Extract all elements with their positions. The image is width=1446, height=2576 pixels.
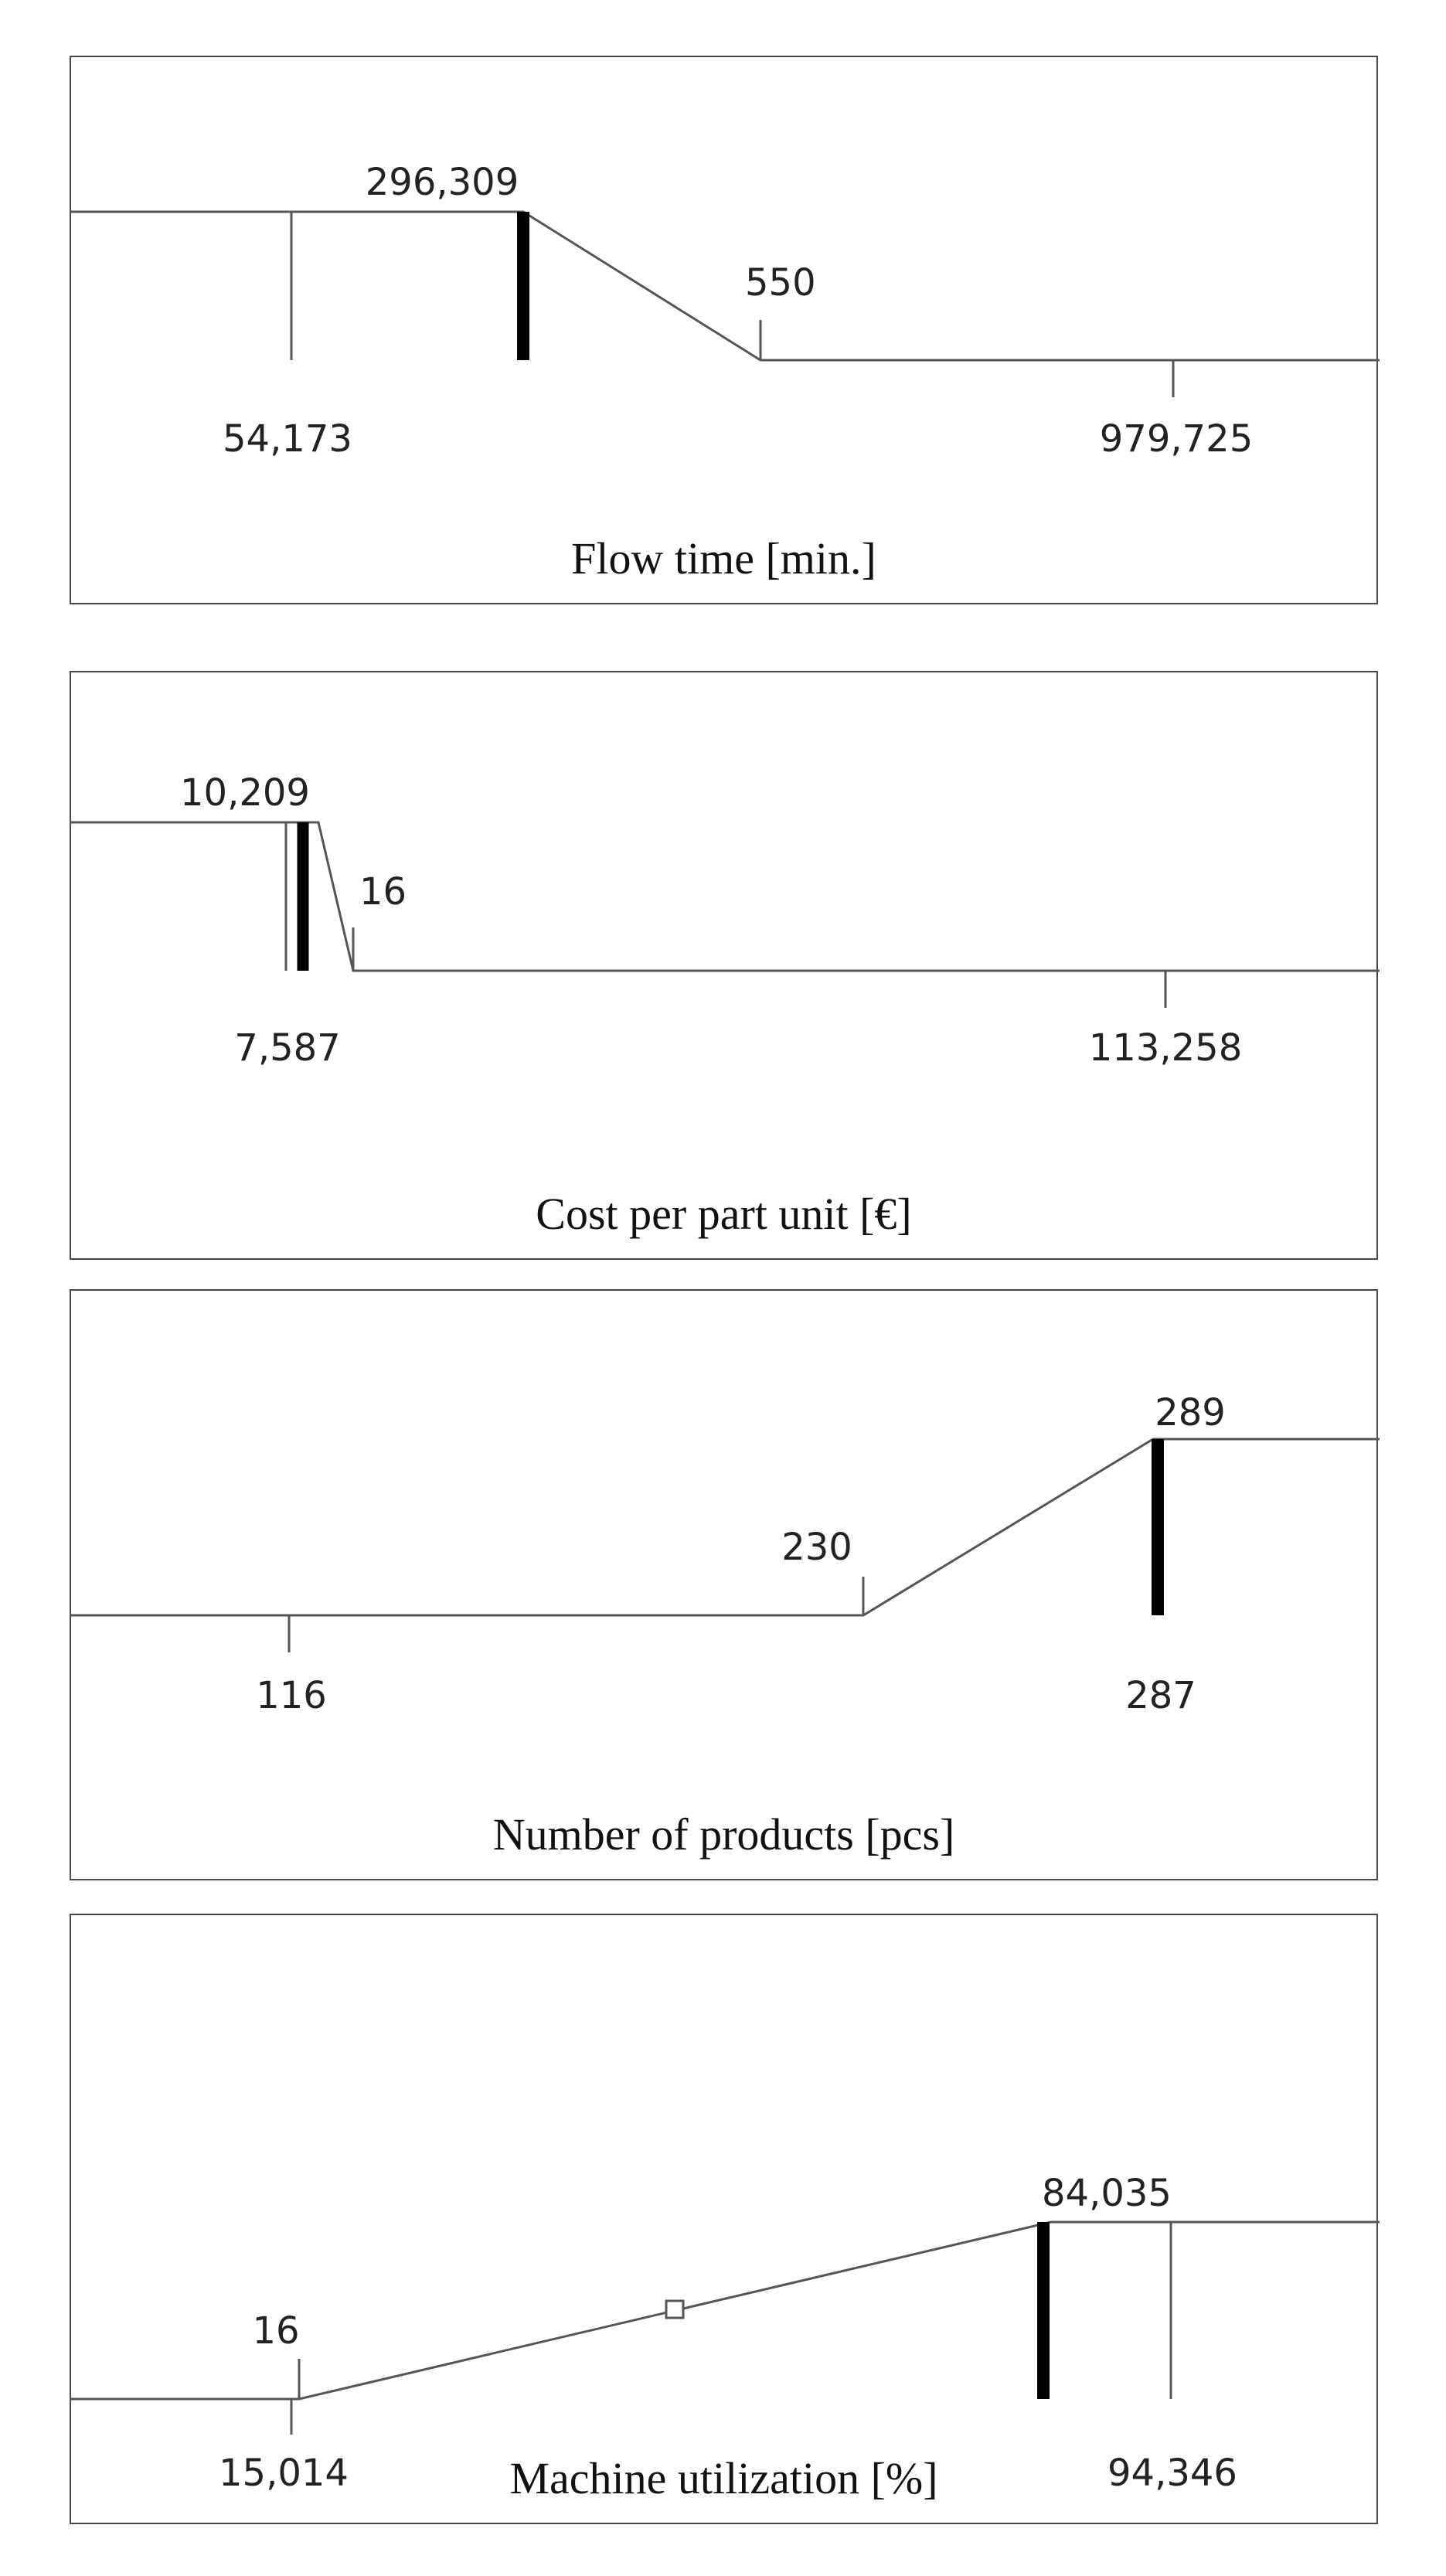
cost-plot: 10,209 16 7,587 113,258 [71,771,1380,1070]
cost-min-label: 7,587 [234,1026,340,1070]
utilization-min-label: 15,014 [219,2452,349,2495]
utilization-threshold-label: 16 [252,2309,299,2353]
utilization-max-label: 94,346 [1107,2452,1237,2495]
cost-current-label: 10,209 [180,771,310,815]
flow-time-title: Flow time [min.] [571,533,876,584]
utilization-plot: 84,035 16 15,014 94,346 [71,2172,1380,2495]
cost-threshold-label: 16 [359,870,407,914]
cost-title: Cost per part unit [€] [536,1189,912,1239]
flow-time-current-label: 296,309 [366,161,519,204]
cost-max-label: 113,258 [1089,1026,1243,1070]
utilization-midpoint-marker [665,2299,685,2319]
flow-time-profile-line [71,210,1380,362]
cost-panel: 10,209 16 7,587 113,258 Cost per part un… [70,671,1380,1260]
products-min-label: 116 [256,1674,327,1717]
products-upper-label: 289 [1155,1391,1226,1434]
utilization-panel: 84,035 16 15,014 94,346 Machine utilizat… [70,1914,1380,2524]
flow-time-plot: 296,309 550 54,173 979,725 [71,161,1380,461]
flow-time-threshold-label: 550 [745,261,816,305]
cost-profile-line [71,821,1380,972]
products-panel: 289 230 116 287 Number of products [pcs] [70,1289,1380,1880]
flow-time-max-label: 979,725 [1100,417,1254,461]
flow-time-panel: 296,309 550 54,173 979,725 Flow time [mi… [70,56,1380,604]
products-plot: 289 230 116 287 [71,1391,1380,1717]
products-current-label: 287 [1125,1674,1196,1717]
flow-time-min-label: 54,173 [223,417,352,461]
utilization-current-label: 84,035 [1042,2172,1172,2215]
utilization-title: Machine utilization [%] [509,2453,938,2503]
products-title: Number of products [pcs] [492,1809,955,1860]
products-profile-line [71,1438,1380,1617]
products-threshold-label: 230 [781,1526,852,1569]
